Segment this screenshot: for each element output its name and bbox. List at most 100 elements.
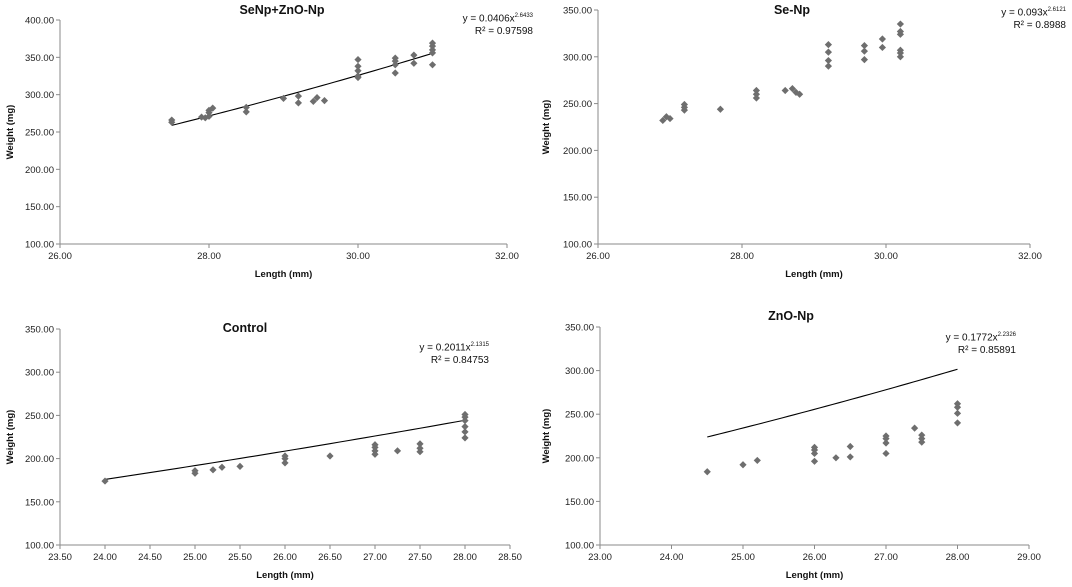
data-point	[242, 108, 250, 116]
data-point	[218, 463, 226, 471]
y-tick-label: 200.00	[563, 146, 592, 157]
data-point	[896, 30, 904, 38]
data-point	[896, 49, 904, 57]
x-tick-label: 30.00	[874, 251, 898, 262]
chart-title: Control	[222, 321, 268, 335]
data-point	[878, 35, 886, 43]
data-point	[371, 450, 379, 458]
x-tick-label: 24.00	[660, 552, 684, 563]
data-point	[703, 468, 711, 476]
data-point	[354, 55, 362, 64]
y-tick-label: 250.00	[563, 99, 592, 110]
x-tick-label: 26.00	[48, 251, 72, 262]
data-point	[391, 69, 399, 77]
trendline-equation: y = 0.093x2.6121 R² = 0.8988	[1001, 4, 1066, 32]
data-point	[860, 56, 868, 64]
y-tick-label: 200.00	[25, 454, 54, 465]
r-squared: R² = 0.84753	[430, 355, 489, 367]
data-point	[796, 90, 804, 98]
y-tick-label: 300.00	[563, 52, 592, 63]
data-point	[752, 86, 760, 95]
y-tick-label: 200.00	[25, 165, 54, 176]
data-point	[279, 94, 288, 102]
data-point	[416, 448, 424, 456]
data-point	[860, 47, 868, 55]
x-tick-label: 23.50	[48, 552, 72, 563]
x-tick-label: 26.00	[586, 251, 610, 262]
data-point	[781, 86, 789, 95]
y-axis-label: Weight (mg)	[541, 100, 552, 155]
chart-svg: 100.00 150.00 200.00 250.00 300.00 350.00 23.0…	[541, 323, 1041, 582]
y-tick-label: 300.00	[25, 90, 54, 101]
data-point	[168, 118, 176, 126]
chart-control: 100.00 150.00 200.00 250.00 300.00 350.00 23.5…	[0, 293, 536, 587]
x-tick-label: 32.00	[1018, 251, 1042, 262]
x-tick-label: 29.00	[1017, 552, 1041, 563]
x-tick-label: 27.50	[408, 552, 432, 563]
chart-title: ZnO-Np	[768, 309, 814, 323]
equation-text: y = 0.2011x	[419, 342, 471, 354]
x-tick-label: 28.00	[730, 251, 754, 262]
data-point	[739, 461, 747, 469]
x-tick-label: 25.50	[228, 552, 252, 563]
y-tick-label: 150.00	[25, 202, 54, 213]
data-point	[209, 466, 217, 474]
data-point	[666, 114, 674, 123]
data-point	[294, 99, 302, 107]
trendline-equation: y = 0.2011x2.1315 R² = 0.84753	[419, 339, 489, 367]
chart-title: SeNp+ZnO-Np	[239, 3, 325, 17]
y-tick-label: 250.00	[565, 410, 594, 421]
x-tick-label: 26.00	[803, 552, 827, 563]
y-tick-label: 350.00	[565, 323, 594, 334]
data-point	[410, 59, 418, 67]
data-point	[832, 454, 840, 462]
data-point	[391, 61, 399, 69]
x-tick-label: 23.00	[588, 552, 612, 563]
data-point	[326, 452, 334, 460]
equation-text: y = 0.093x	[1001, 7, 1048, 19]
data-point	[309, 97, 317, 105]
x-tick-label: 28.00	[197, 251, 221, 262]
x-axis-label: Length (mm)	[785, 269, 843, 280]
data-point	[320, 97, 329, 105]
data-point	[354, 67, 362, 75]
x-tick-label: 27.00	[874, 552, 898, 563]
y-tick-label: 250.00	[25, 411, 54, 422]
equation-exponent: 2.2326	[997, 332, 1016, 338]
data-point	[824, 48, 832, 56]
data-point	[410, 51, 418, 59]
data-point	[393, 447, 402, 455]
y-tick-label: 350.00	[25, 325, 54, 336]
y-tick-label: 350.00	[25, 53, 54, 64]
chart-se-np: 100.00 150.00 200.00 250.00 300.00 350.00 26.0…	[536, 0, 1072, 293]
y-tick-label: 150.00	[563, 193, 592, 204]
data-point	[953, 409, 962, 417]
data-point	[810, 449, 819, 458]
y-tick-label: 300.00	[565, 366, 594, 377]
r-squared: R² = 0.8988	[1013, 20, 1066, 32]
data-point	[281, 459, 289, 467]
data-point	[896, 53, 904, 61]
chart-senp-zno: 100.00 150.00 200.00 250.00 300.00 350.00 400.…	[0, 0, 536, 293]
r-squared: R² = 0.97598	[474, 26, 533, 38]
y-tick-label: 100.00	[563, 240, 592, 251]
y-tick-label: 300.00	[25, 368, 54, 379]
data-point	[882, 439, 890, 447]
data-point	[953, 419, 962, 427]
data-point	[242, 103, 250, 111]
y-tick-label: 150.00	[565, 497, 594, 508]
x-axis-label: Length (mm)	[256, 570, 314, 581]
x-tick-label: 32.00	[495, 251, 519, 262]
y-axis-label: Weight (mg)	[5, 105, 16, 160]
y-tick-label: 100.00	[25, 541, 54, 552]
data-point	[354, 73, 362, 82]
data-point	[810, 457, 819, 465]
x-tick-label: 30.00	[346, 251, 370, 262]
data-point	[824, 41, 832, 49]
data-point	[716, 105, 724, 113]
x-tick-label: 28.00	[453, 552, 477, 563]
trendline	[171, 52, 433, 126]
data-point	[391, 57, 399, 65]
equation-text: y = 0.0406x	[462, 13, 515, 25]
x-axis-label: Length (mm)	[255, 269, 313, 280]
